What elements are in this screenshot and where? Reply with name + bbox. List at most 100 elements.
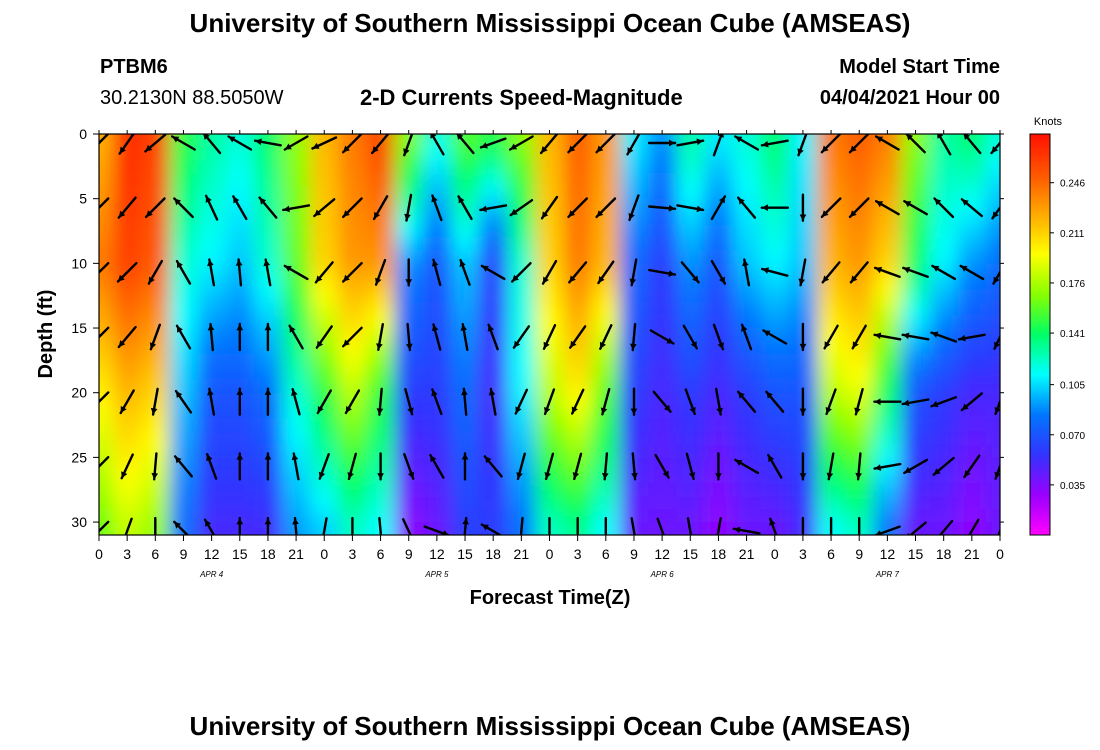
heatmap-cell (450, 224, 480, 239)
heatmap-cell (732, 340, 762, 355)
heatmap-cell (845, 172, 874, 187)
heatmap-cell (676, 483, 705, 497)
current-arrow (292, 516, 299, 535)
heatmap-cell (816, 211, 846, 226)
heatmap-cell (225, 185, 255, 200)
heatmap-cell (366, 496, 396, 510)
heatmap-cell (901, 237, 931, 252)
heatmap-cell (535, 185, 565, 200)
heatmap-cell (563, 470, 593, 484)
heatmap-cell (507, 405, 537, 420)
x-tick-label: 15 (232, 546, 248, 562)
heatmap-cell (366, 250, 396, 264)
station-coordinates: 30.2130N 88.5050W (100, 87, 284, 109)
heatmap-cell (450, 146, 480, 161)
heatmap-cell (141, 185, 170, 200)
heatmap-cell (873, 366, 903, 381)
heatmap-cell (366, 159, 396, 174)
heatmap-cell (450, 289, 480, 303)
heatmap-cell (985, 159, 1000, 174)
heatmap-cell (338, 263, 368, 277)
x-tick-label: 0 (95, 546, 103, 562)
heatmap-cell (704, 185, 734, 200)
heatmap-cell (338, 353, 368, 368)
heatmap-cell (873, 134, 903, 148)
heatmap-cell (507, 276, 537, 290)
heatmap-cell (141, 146, 170, 161)
heatmap-cell (450, 172, 480, 187)
heatmap-cell (732, 444, 762, 458)
heatmap-cell (676, 276, 705, 290)
heatmap-cell (394, 444, 424, 458)
heatmap-cell (450, 211, 480, 226)
x-tick-label: 15 (457, 546, 473, 562)
heatmap-cell (845, 405, 874, 420)
current-arrow (519, 516, 524, 535)
heatmap-cell (479, 302, 508, 316)
current-arrow (487, 323, 499, 351)
heatmap-cell (282, 418, 311, 433)
current-arrow (291, 452, 300, 481)
heatmap-cell (619, 172, 649, 187)
heatmap-cell (366, 276, 396, 290)
current-arrow (855, 452, 862, 481)
heatmap-cell (929, 431, 959, 446)
heatmap-cell (760, 146, 790, 161)
current-arrow (99, 134, 110, 145)
heatmap-cell (676, 353, 705, 368)
heatmap-cell (113, 172, 142, 187)
model-start-label: Model Start Time (839, 56, 1000, 78)
heatmap-cell (338, 431, 368, 446)
y-tick-label: 5 (79, 191, 87, 207)
heatmap-cell (338, 509, 368, 523)
heatmap-cell (282, 405, 311, 420)
heatmap-cell (816, 353, 846, 368)
current-arrow (314, 261, 334, 284)
heatmap-cell (253, 353, 283, 368)
heatmap-cell (704, 444, 734, 458)
current-arrow (430, 134, 445, 156)
heatmap-cell (816, 185, 846, 200)
heatmap-cell (676, 366, 705, 381)
heatmap-cell (591, 211, 621, 226)
colorbar-tick-label: 0.246 (1060, 179, 1085, 190)
current-arrow (170, 135, 196, 151)
heatmap-cell (845, 237, 874, 252)
heatmap-cell (732, 185, 762, 200)
heatmap-cell (985, 237, 1000, 252)
heatmap-cell (338, 444, 368, 458)
current-arrow (930, 396, 958, 408)
current-arrow (124, 517, 133, 535)
heatmap-cell (873, 522, 903, 535)
heatmap-cell (901, 185, 931, 200)
heatmap-cell (845, 509, 874, 523)
heatmap-cell (479, 483, 508, 497)
heatmap-cell (141, 340, 170, 355)
heatmap-cell (507, 302, 537, 316)
heatmap-cell (732, 198, 762, 213)
heatmap-cell (760, 237, 790, 252)
heatmap-cell (253, 418, 283, 433)
current-arrow (480, 523, 503, 535)
heatmap-cell (394, 483, 424, 497)
current-arrow (404, 193, 413, 222)
heatmap-cell (197, 237, 227, 252)
heatmap-cell (901, 509, 931, 523)
heatmap-cell (788, 250, 818, 264)
heatmap-cell (816, 146, 846, 161)
current-arrow (933, 197, 955, 219)
heatmap-cell (873, 263, 903, 277)
heatmap-cell (957, 353, 987, 368)
heatmap-cell (788, 289, 818, 303)
heatmap-cell (99, 172, 114, 187)
heatmap-cell (113, 237, 142, 252)
heatmap-cell (873, 159, 903, 174)
x-tick-label: 21 (739, 546, 755, 562)
current-arrow (405, 258, 413, 287)
heatmap-cell (873, 224, 903, 239)
heatmap-cell (591, 250, 621, 264)
heatmap-cell (169, 405, 199, 420)
heatmap-cell (563, 159, 593, 174)
current-arrow (597, 260, 615, 285)
heatmap-cell (619, 315, 649, 329)
